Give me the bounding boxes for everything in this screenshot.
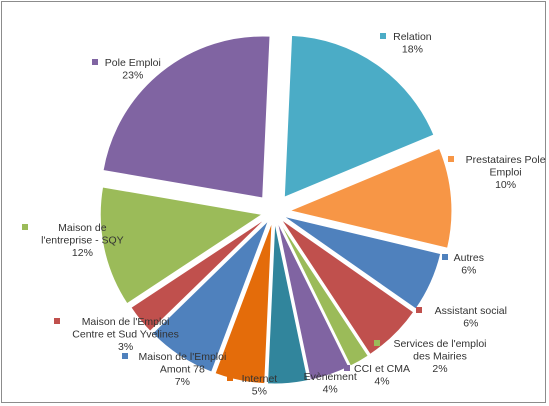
data-label-percent: 4%	[374, 376, 389, 388]
pie-slice-internet	[214, 221, 273, 385]
pie-slice-pole-emploi	[102, 35, 271, 199]
pie-slice-prestataires-pole-emploi	[288, 147, 453, 249]
data-label-name: Assistant social	[435, 305, 507, 317]
data-label-name: Centre et Sud Yvelines	[72, 329, 179, 341]
data-label-percent: 6%	[461, 265, 476, 277]
pie-slice-services-de-l-emploi-des-mairies	[278, 220, 369, 367]
data-label-percent: 5%	[252, 386, 267, 398]
legend-marker	[92, 59, 98, 65]
data-label-name: Maison de	[58, 222, 107, 234]
data-label-name: CCI et CMA	[354, 363, 410, 375]
data-label-name: Maison de l'Emploi	[82, 316, 170, 328]
data-label-name: Autres	[454, 252, 484, 264]
legend-marker	[22, 224, 28, 230]
data-label-name: Emploi	[490, 167, 522, 179]
data-label-name: l'entreprise - SQY	[41, 235, 124, 247]
data-label-name: Internet	[242, 373, 278, 385]
data-label-percent: 23%	[122, 70, 143, 82]
legend-marker	[374, 340, 380, 346]
legend-marker	[416, 307, 422, 313]
data-label-percent: 3%	[118, 341, 133, 353]
pie-slice-relation	[283, 34, 435, 199]
pie-slice-assistant-social	[280, 218, 415, 356]
data-label-name: Pole Emploi	[105, 57, 161, 69]
legend-marker	[122, 353, 128, 359]
data-label-percent: 10%	[495, 179, 516, 191]
data-label-name: des Mairies	[413, 351, 467, 363]
pie-slice-maison-de-l-entreprise-sqy	[99, 186, 264, 305]
data-label-name: Services de l'emploi	[393, 338, 486, 350]
legend-marker	[54, 318, 60, 324]
pie-slice-maison-de-l-emploi-centre-et-sud-yvelines	[130, 217, 267, 332]
pie-slice-maison-de-l-emploi-amont-78	[151, 220, 269, 373]
pie-slice-autres	[282, 215, 442, 310]
pie-slice-ev-nement	[266, 221, 309, 385]
data-label-percent: 12%	[72, 247, 93, 259]
legend-marker	[380, 33, 386, 39]
data-label-percent: 6%	[463, 318, 478, 330]
data-label-name: Prestataires Pole	[466, 154, 546, 166]
legend-marker	[227, 375, 233, 381]
data-label-percent: 18%	[402, 44, 423, 56]
data-label-name: Evènement	[304, 371, 357, 383]
data-label-name: Maison de l'Emploi	[139, 351, 227, 363]
data-label-percent: 7%	[175, 376, 190, 388]
legend-marker	[295, 373, 301, 379]
legend-marker	[448, 156, 454, 162]
data-label-percent: 4%	[323, 384, 338, 396]
data-label-percent: 2%	[432, 363, 447, 375]
legend-marker	[344, 365, 350, 371]
legend-marker	[442, 254, 448, 260]
data-label-name: Relation	[393, 31, 432, 43]
data-label-name: Amont 78	[160, 364, 205, 376]
